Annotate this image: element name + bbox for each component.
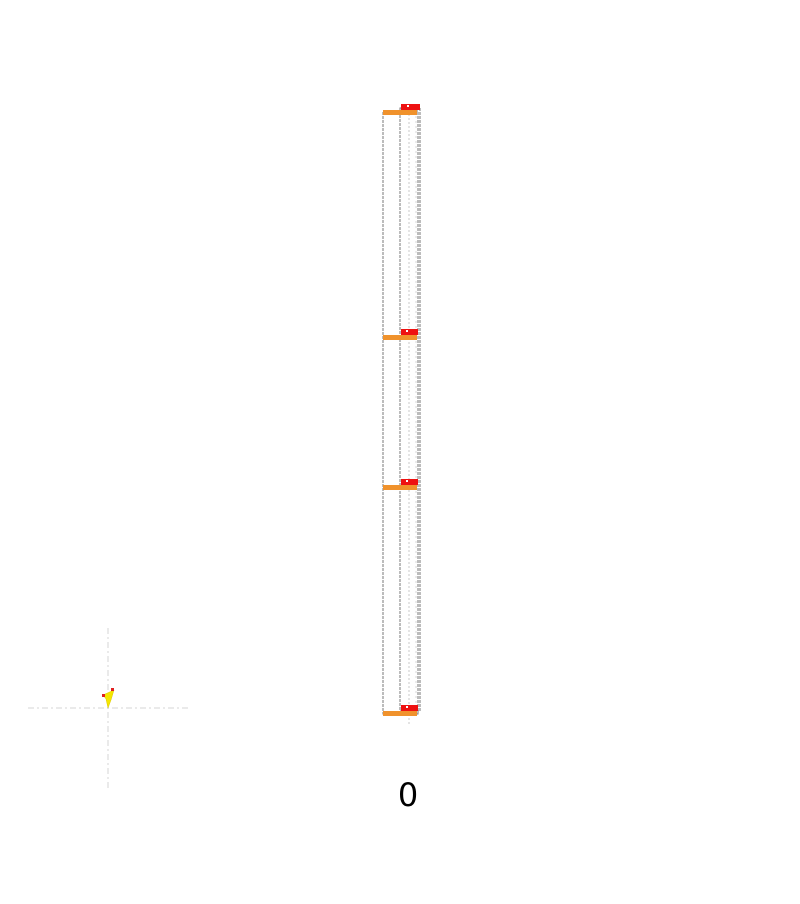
floor-beam [383,485,417,490]
floor-marker [401,479,418,485]
floor-marker [401,329,418,335]
floor-beam [383,711,417,716]
floor-marker-dot [406,330,408,332]
floor-marker-dot [406,480,408,482]
floor-marker [401,705,418,711]
floor-marker-dot [406,706,408,708]
floor-level-3[interactable] [383,329,418,340]
floor-marker-dot [407,105,409,107]
origin-gizmo[interactable] [28,628,188,788]
floor-level-2[interactable] [383,479,418,490]
floor-marker [401,104,420,110]
floor-beam [383,110,417,115]
floor-level-1[interactable] [383,705,418,716]
frame-inner-outline [399,107,421,712]
floor-level-4[interactable] [383,104,420,115]
building-frame[interactable] [382,106,421,724]
level-number-label: 0 [397,776,419,814]
floor-beam [383,335,417,340]
cursor-origin-icon [102,688,115,709]
